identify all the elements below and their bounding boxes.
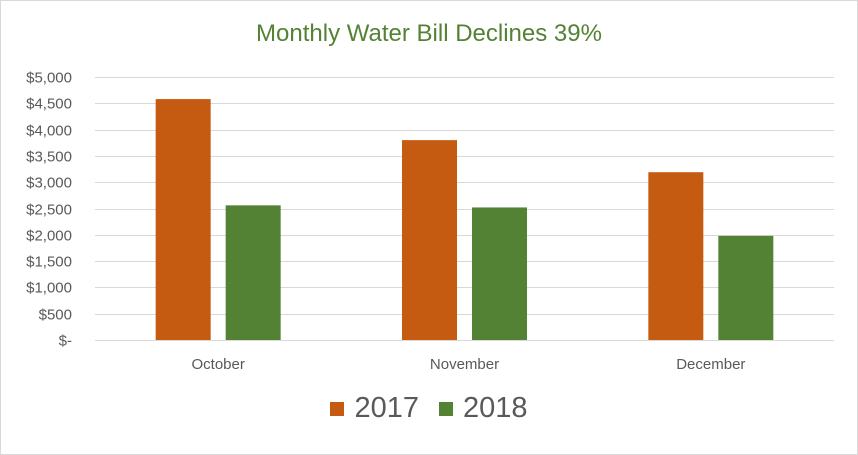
x-category-label: October: [191, 356, 244, 373]
bar-2017-october: [155, 99, 211, 340]
y-tick-label: $4,000: [26, 123, 72, 140]
bars: [155, 99, 774, 340]
chart-title: Monthly Water Bill Declines 39%: [256, 20, 602, 47]
y-tick-label: $1,500: [26, 254, 72, 271]
y-axis-ticks: $- $500 $1,000 $1,500 $2,000 $2,500 $3,000 $3,5…: [26, 70, 72, 350]
y-tick-label: $2,500: [26, 202, 72, 219]
legend-item-2017: 2017: [330, 392, 419, 425]
legend-swatch-2017: [330, 401, 345, 416]
x-axis-categories: October November December: [191, 356, 745, 373]
y-tick-label: $-: [59, 333, 72, 350]
x-category-label: November: [430, 356, 499, 373]
legend-label-2017: 2017: [354, 392, 419, 424]
y-tick-label: $4,500: [26, 96, 72, 113]
x-category-label: December: [676, 356, 745, 373]
bar-2018-december: [718, 235, 774, 340]
bar-2018-november: [472, 207, 527, 340]
y-tick-label: $3,500: [26, 149, 72, 166]
legend-label-2018: 2018: [463, 392, 528, 424]
y-tick-label: $2,000: [26, 228, 72, 245]
bar-2017-november: [402, 140, 457, 340]
bar-2018-october: [225, 205, 281, 340]
y-tick-label: $5,000: [26, 70, 72, 87]
legend-item-2018: 2018: [439, 392, 528, 425]
legend-swatch-2018: [439, 401, 453, 416]
bar-2017-december: [648, 172, 704, 340]
gridlines: [95, 77, 834, 341]
y-tick-label: $500: [39, 307, 72, 324]
legend: 2017 2018: [0, 392, 858, 425]
y-tick-label: $3,000: [26, 175, 72, 192]
y-tick-label: $1,000: [26, 280, 72, 297]
